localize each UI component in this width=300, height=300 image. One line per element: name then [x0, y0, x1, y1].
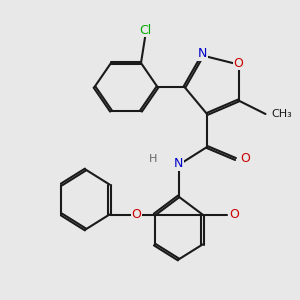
Text: Cl: Cl — [140, 23, 152, 37]
Text: O: O — [234, 56, 243, 70]
Text: N: N — [198, 47, 207, 61]
Text: CH₃: CH₃ — [272, 109, 292, 119]
Text: N: N — [174, 157, 183, 170]
Text: O: O — [230, 208, 239, 221]
Text: O: O — [132, 208, 141, 221]
Text: H: H — [149, 154, 157, 164]
Text: O: O — [240, 152, 250, 166]
